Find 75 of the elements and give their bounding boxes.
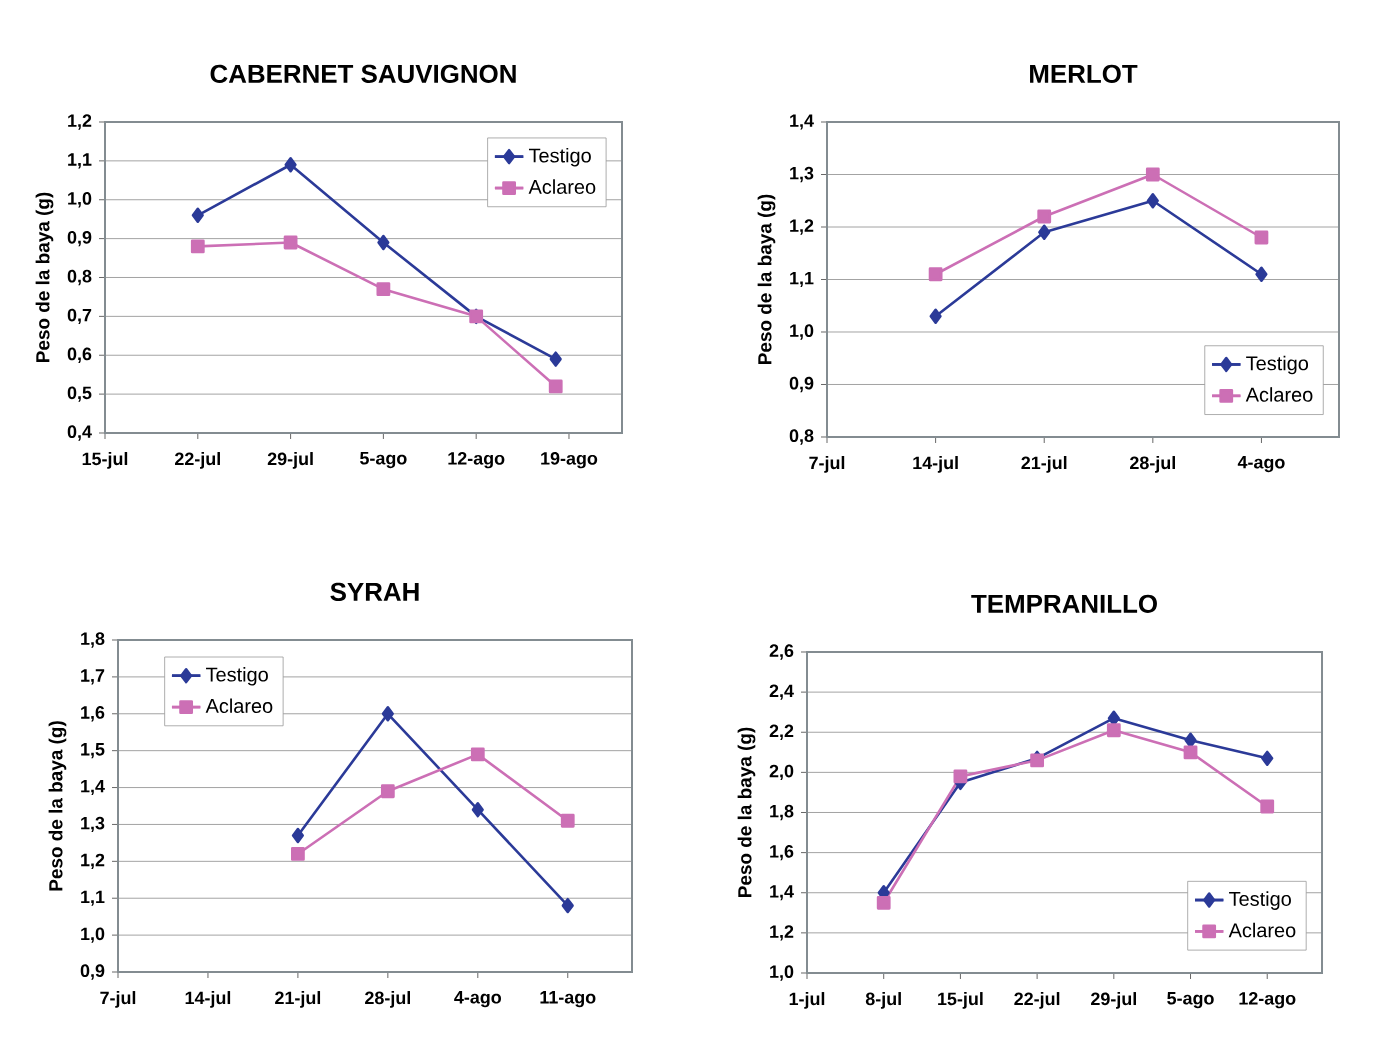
x-tick-label: 14-jul — [185, 991, 231, 1008]
x-tick-label: 15-jul — [938, 992, 983, 1009]
y-tick-label: 1,0 — [790, 324, 814, 340]
y-tick-label: 1,2 — [81, 853, 105, 869]
x-tick-label: 7-jul — [809, 456, 845, 473]
y-tick-label: 2,4 — [769, 684, 794, 700]
x-tick-label: 4-ago — [454, 991, 501, 1008]
x-tick-label: 15-jul — [82, 452, 128, 469]
y-axis-title: Peso de la baya (g) — [737, 727, 756, 897]
y-tick-label: 1,2 — [770, 925, 794, 941]
y-tick-label: 1,8 — [81, 632, 105, 648]
y-axis-title: Peso de la baya (g) — [757, 194, 776, 364]
chart-title: MERLOT — [1030, 64, 1138, 83]
x-tick-label: 19-ago — [541, 452, 598, 469]
chart-title: CABERNET SAUVIGNON — [210, 64, 516, 83]
y-tick-label: 0,9 — [80, 964, 105, 980]
legend-label: Testigo — [1246, 355, 1309, 375]
legend-label: Testigo — [1229, 891, 1291, 910]
x-tick-label: 28-jul — [365, 991, 410, 1008]
x-tick-label: 28-jul — [1130, 456, 1175, 473]
y-axis-title: Peso de la baya (g) — [48, 721, 67, 891]
y-tick-label: 1,1 — [81, 890, 105, 906]
y-tick-label: 1,4 — [790, 114, 814, 130]
x-tick-label: 7-jul — [100, 991, 136, 1008]
y-tick-label: 1,7 — [81, 669, 105, 685]
y-tick-label: 1,2 — [68, 114, 92, 130]
y-tick-label: 2,6 — [769, 644, 794, 660]
legend-label: Testigo — [206, 666, 268, 686]
y-tick-label: 0,9 — [789, 376, 814, 393]
y-tick-label: 2,2 — [769, 724, 794, 740]
y-tick-label: 0,9 — [67, 230, 92, 247]
legend-label: Aclareo — [528, 179, 596, 194]
x-tick-label: 22-jul — [1014, 992, 1060, 1009]
x-tick-label: 1-jul — [789, 992, 825, 1009]
x-tick-label: 14-jul — [913, 456, 958, 473]
y-tick-label: 0,8 — [67, 269, 92, 286]
chart-title: SYRAH — [330, 582, 419, 601]
y-tick-label: 0,5 — [67, 386, 92, 402]
y-tick-label: 0,7 — [67, 308, 92, 325]
y-tick-label: 1,1 — [68, 153, 92, 169]
y-tick-label: 1,3 — [81, 816, 105, 833]
y-tick-label: 1,0 — [770, 965, 794, 981]
y-tick-label: 1,0 — [68, 192, 92, 208]
y-tick-label: 0,4 — [67, 425, 92, 441]
y-tick-label: 1,6 — [770, 844, 794, 861]
legend-label: Aclareo — [205, 698, 273, 714]
y-tick-label: 1,0 — [81, 927, 105, 943]
chart-title: TEMPRANILLO — [971, 594, 1157, 613]
y-tick-label: 0,6 — [67, 347, 92, 363]
x-tick-label: 5-ago — [360, 452, 407, 469]
x-tick-label: 29-jul — [267, 452, 313, 469]
y-tick-label: 2,0 — [769, 764, 794, 781]
y-tick-label: 1,3 — [790, 166, 814, 183]
x-tick-label: 8-jul — [865, 992, 901, 1009]
x-tick-label: 12-ago — [1239, 992, 1296, 1009]
y-tick-label: 1,4 — [770, 885, 794, 901]
legend-label: Aclareo — [1228, 922, 1296, 938]
y-tick-label: 1,6 — [81, 706, 105, 722]
x-tick-label: 11-ago — [540, 991, 596, 1008]
y-tick-label: 1,4 — [81, 779, 105, 796]
y-tick-label: 0,8 — [789, 429, 814, 445]
legend-label: Aclareo — [1245, 387, 1313, 402]
x-tick-label: 22-jul — [175, 452, 220, 469]
y-tick-label: 1,1 — [790, 271, 814, 288]
x-tick-label: 21-jul — [275, 991, 321, 1008]
x-tick-label: 21-jul — [1021, 456, 1067, 473]
x-tick-label: 4-ago — [1237, 456, 1285, 473]
y-tick-label: 1,2 — [790, 219, 814, 235]
legend-label: Testigo — [528, 147, 591, 167]
x-tick-label: 5-ago — [1167, 992, 1214, 1009]
y-axis-title: Peso de la baya (g) — [35, 192, 54, 362]
y-tick-label: 1,5 — [81, 743, 105, 759]
x-tick-label: 12-ago — [448, 452, 505, 469]
x-tick-label: 29-jul — [1091, 992, 1136, 1009]
y-tick-label: 1,8 — [770, 804, 794, 821]
